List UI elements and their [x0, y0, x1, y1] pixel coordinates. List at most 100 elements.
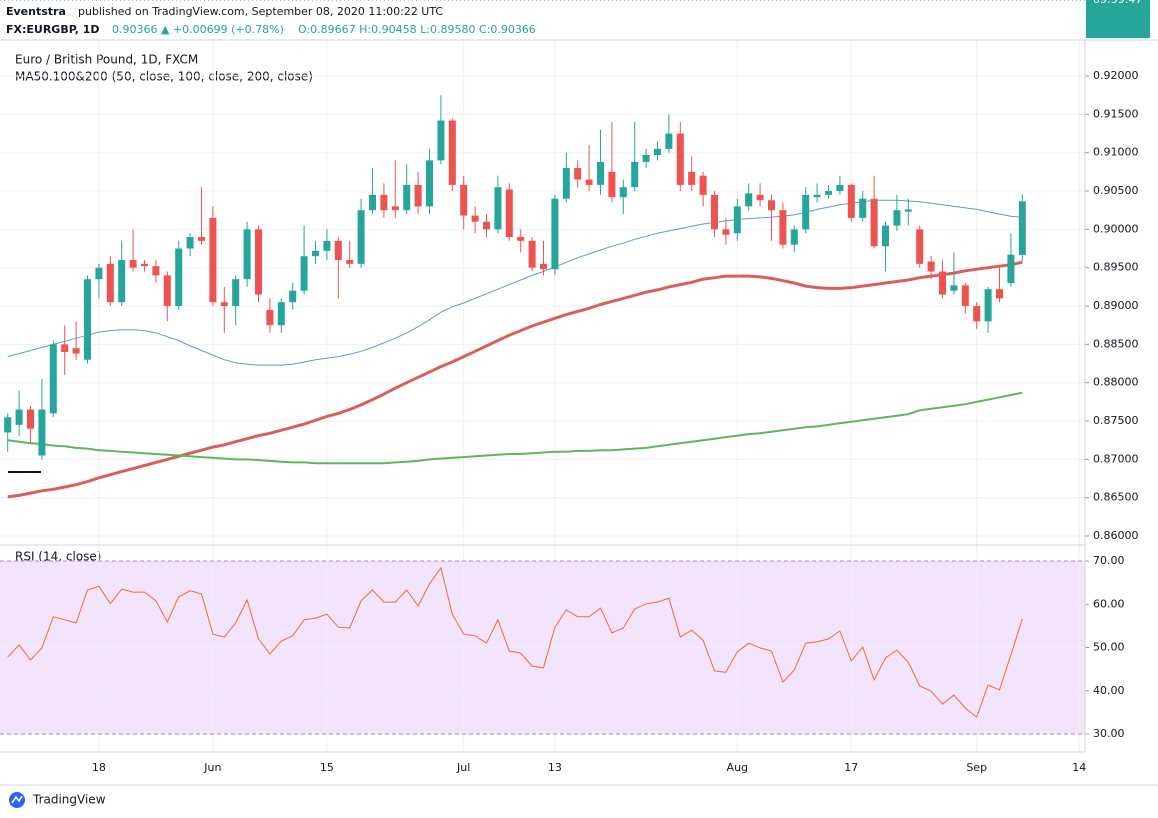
candle-body: [118, 260, 126, 303]
y-tick-label: 0.91500: [1093, 107, 1139, 120]
x-tick-label: 17: [844, 761, 858, 774]
y-tick-label: 70.00: [1093, 554, 1125, 567]
y-tick-label: 0.87500: [1093, 414, 1139, 427]
candle-body: [825, 191, 832, 195]
candle-body: [27, 409, 34, 429]
candle-body: [391, 206, 399, 211]
publisher: Eventstra: [6, 5, 66, 18]
candle-body: [266, 309, 274, 326]
candle-body: [369, 194, 376, 211]
candle-body: [950, 285, 958, 291]
y-tick-label: 0.86000: [1093, 529, 1139, 542]
candle-body: [768, 200, 775, 211]
candle-body: [1007, 254, 1015, 284]
candle-body: [597, 161, 604, 185]
candle-body: [15, 409, 23, 425]
candle-body: [129, 260, 137, 268]
candle-body: [654, 148, 661, 155]
y-tick-label: 0.86500: [1093, 491, 1139, 504]
candle-body: [996, 289, 1003, 299]
candle-body: [859, 198, 867, 218]
candle-body: [711, 194, 718, 230]
candle-body: [414, 184, 422, 207]
x-tick-label: Sep: [966, 761, 987, 774]
candle-body: [357, 210, 365, 264]
logo-glyph: [11, 795, 23, 804]
candle-body: [574, 168, 582, 180]
candle-body: [106, 263, 114, 303]
candle-body: [403, 184, 411, 211]
published: published on TradingView.com, September …: [78, 5, 443, 18]
candle-body: [334, 240, 342, 261]
y-tick-label: 50.00: [1093, 641, 1125, 654]
candle-body: [585, 179, 593, 185]
moving-average: [7, 260, 1023, 499]
last-price-box: [1086, 0, 1150, 38]
candle-body: [642, 154, 650, 162]
candle-body: [186, 237, 194, 249]
y-tick-label: 0.91000: [1093, 146, 1139, 159]
brand: TradingView: [32, 793, 106, 807]
y-tick-label: 0.88500: [1093, 337, 1139, 350]
candle-body: [790, 229, 798, 245]
candle-body: [84, 279, 91, 360]
candle-body: [175, 248, 183, 307]
candle-body: [277, 302, 285, 326]
candle-body: [243, 229, 251, 280]
x-tick-label: Aug: [727, 761, 748, 774]
candle-body: [665, 133, 673, 149]
candle-body: [893, 210, 901, 226]
candle-body: [984, 289, 992, 322]
candle-body: [323, 240, 331, 251]
candle-body: [722, 229, 730, 235]
candle-body: [551, 198, 559, 270]
y-tick-label: 0.87000: [1093, 452, 1139, 465]
quote: 0.90366 ▲ +0.00699 (+0.78%): [112, 23, 284, 36]
candle-body: [927, 261, 935, 272]
candle-body: [232, 279, 240, 307]
logo-icon: [9, 792, 25, 808]
candle-body: [619, 187, 627, 198]
y-tick-label: 0.90500: [1093, 184, 1139, 197]
candle-body: [437, 120, 445, 161]
candle-body: [209, 217, 217, 303]
ohlc: O:0.89667 H:0.90458 L:0.89580 C:0.90366: [298, 23, 536, 36]
candle-body: [152, 266, 160, 276]
candle-body: [847, 184, 855, 218]
y-tick-label: 0.92000: [1093, 69, 1139, 82]
candle-body: [528, 240, 536, 268]
candle-body: [426, 160, 433, 207]
candle-body: [540, 263, 547, 270]
candle-body: [745, 193, 753, 207]
x-tick-label: 14: [1072, 761, 1086, 774]
y-tick-label: 40.00: [1093, 684, 1125, 697]
candle-body: [608, 171, 616, 198]
candle-body: [517, 237, 525, 241]
symbol: FX:EURGBP, 1D: [6, 23, 100, 36]
candle-body: [460, 184, 468, 216]
candle-body: [813, 194, 821, 198]
candle-body: [220, 302, 228, 307]
candle-body: [688, 171, 696, 185]
moving-average: [7, 391, 1023, 465]
y-tick-label: 0.90000: [1093, 222, 1139, 235]
candle-body: [346, 260, 354, 264]
candle-body: [961, 285, 969, 307]
y-tick-label: 60.00: [1093, 597, 1125, 610]
candle-body: [494, 187, 502, 230]
candle-body: [676, 133, 684, 185]
candle-body: [448, 120, 456, 185]
candle-body: [198, 237, 205, 241]
candle-body: [163, 275, 171, 307]
candle-body: [141, 263, 148, 267]
candle-body: [300, 256, 308, 291]
candle-body: [870, 198, 878, 247]
candle-body: [483, 221, 490, 230]
candle-body: [471, 215, 479, 222]
countdown: 09:59:47: [1093, 0, 1142, 6]
x-tick-label: 13: [548, 761, 562, 774]
candle-body: [699, 175, 707, 195]
y-tick-label: 30.00: [1093, 727, 1125, 740]
y-tick-label: 0.89500: [1093, 261, 1139, 274]
